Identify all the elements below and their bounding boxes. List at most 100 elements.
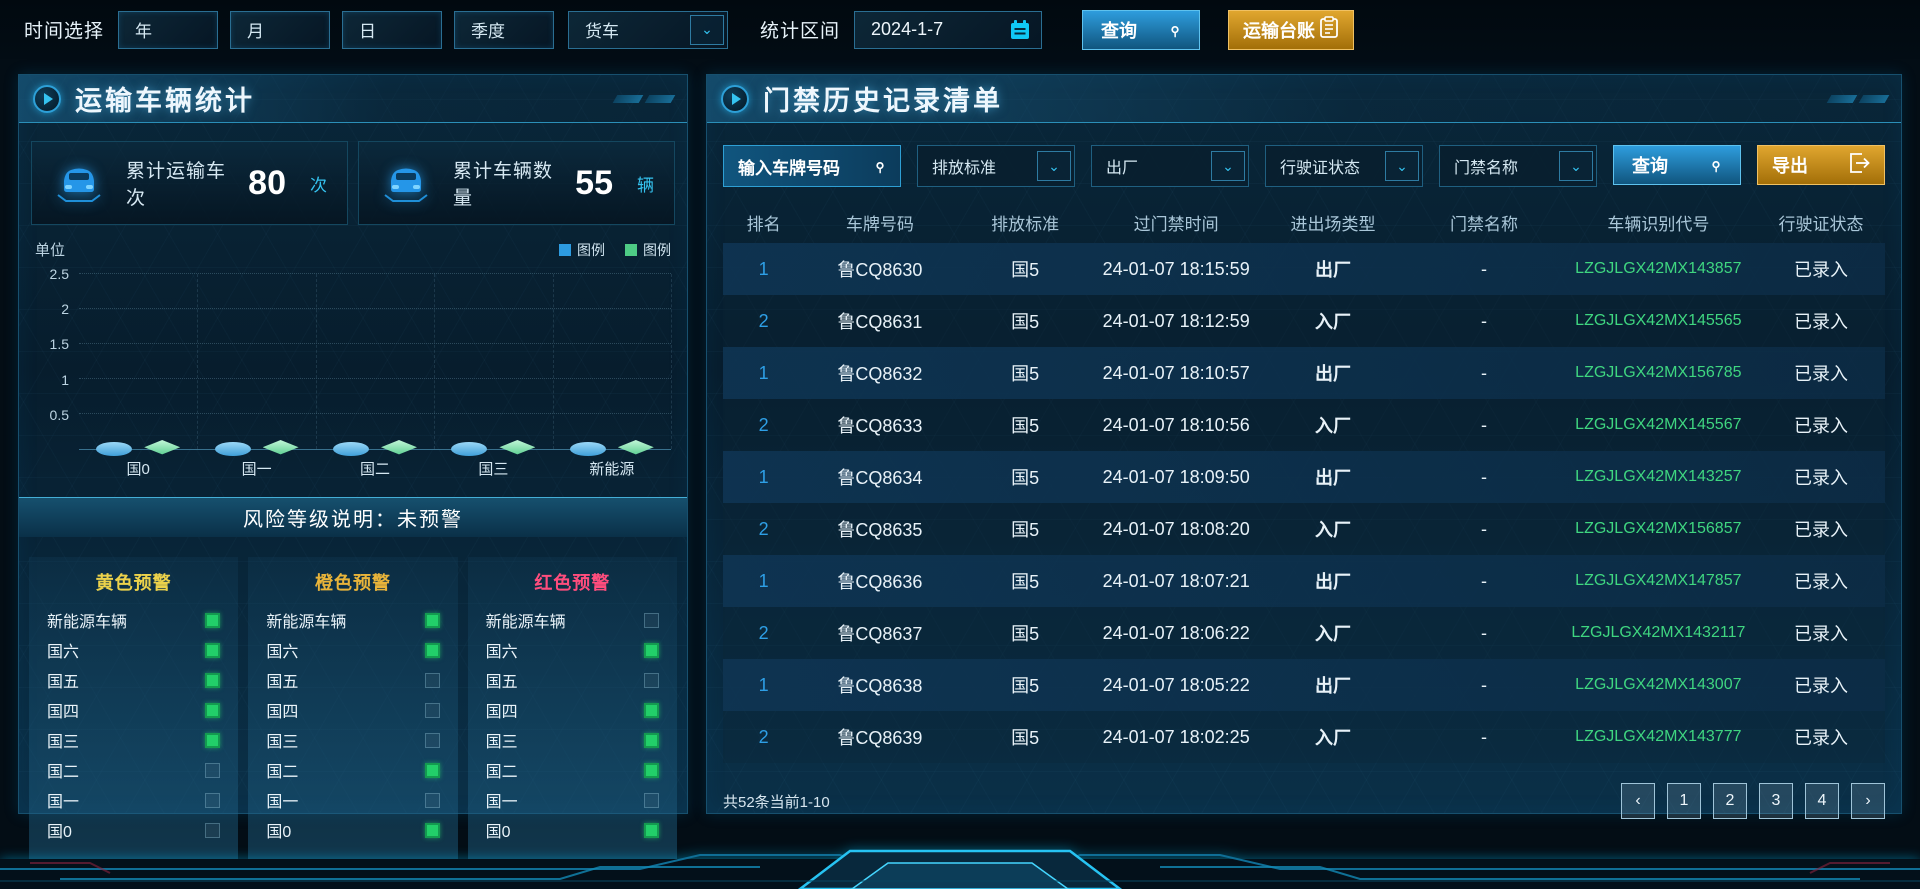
table-row[interactable]: 1 鲁CQ8638 国5 24-01-07 18:05:22 出厂 - LZGJLGX42M…	[723, 659, 1885, 711]
filter-query-button[interactable]: 查询 ⌕	[1613, 145, 1741, 185]
table-cell: LZGJLGX42MX156785	[1575, 364, 1742, 381]
warning-row: 国五	[266, 665, 440, 695]
filter-dropdown-排放标准[interactable]: 排放标准 ⌄	[917, 145, 1075, 187]
warning-checkbox[interactable]	[205, 822, 221, 838]
date-input[interactable]: 2024-1-7	[854, 10, 1043, 49]
table-cell: 已录入	[1794, 260, 1849, 280]
play-icon	[721, 84, 749, 113]
warning-checkbox[interactable]	[205, 642, 221, 658]
table-cell: 已录入	[1794, 728, 1849, 748]
period-button-月[interactable]: 月	[230, 10, 331, 49]
table-cell: 国5	[1011, 260, 1040, 280]
warning-column-title: 黄色预警	[95, 573, 172, 593]
pagination-page-3[interactable]: 3	[1759, 783, 1793, 819]
table-row[interactable]: 2 鲁CQ8631 国5 24-01-07 18:12:59 入厂 - LZGJLGX42M…	[723, 295, 1885, 347]
filter-dropdown-门禁名称[interactable]: 门禁名称 ⌄	[1439, 145, 1597, 187]
table-row[interactable]: 1 鲁CQ8630 国5 24-01-07 18:15:59 出厂 - LZGJLGX42M…	[723, 243, 1885, 295]
table-cell: LZGJLGX42MX145567	[1575, 416, 1742, 433]
pagination-page-4[interactable]: 4	[1805, 783, 1839, 819]
warning-checkbox[interactable]	[424, 792, 440, 808]
warning-checkbox[interactable]	[643, 762, 659, 778]
pagination-next-button[interactable]: ›	[1851, 783, 1885, 819]
warning-checkbox[interactable]	[424, 822, 440, 838]
warning-checkbox[interactable]	[424, 702, 440, 718]
warning-checkbox[interactable]	[643, 702, 659, 718]
vehicle-bar-chart: 单位 图例 图例 0.5 1 1.5 2 2.5 国0 国一 国二 国三 新能源	[35, 239, 672, 479]
table-row[interactable]: 2 鲁CQ8637 国5 24-01-07 18:06:22 入厂 - LZGJLGX42M…	[723, 607, 1885, 659]
column-header: 门禁名称	[1450, 214, 1519, 234]
table-cell: 国5	[1011, 520, 1040, 540]
export-button[interactable]: 导出	[1757, 145, 1885, 185]
y-tick-label: 2.5	[49, 266, 69, 282]
filter-dropdown-行驶证状态[interactable]: 行驶证状态 ⌄	[1265, 145, 1423, 187]
table-row[interactable]: 2 鲁CQ8635 国5 24-01-07 18:08:20 入厂 - LZGJLGX42M…	[723, 503, 1885, 555]
calendar-icon[interactable]	[1007, 17, 1033, 43]
warning-checkbox[interactable]	[205, 672, 221, 688]
table-row[interactable]: 2 鲁CQ8639 国5 24-01-07 18:02:25 入厂 - LZGJLGX42M…	[723, 711, 1885, 763]
warning-row: 国0	[47, 815, 221, 845]
vehicle-type-select[interactable]: 货车 ⌄	[568, 10, 729, 49]
table-row[interactable]: 1 鲁CQ8636 国5 24-01-07 18:07:21 出厂 - LZGJLGX42M…	[723, 555, 1885, 607]
filter-bar: 输入车牌号码 ⌕ 排放标准 ⌄ 出厂 ⌄ 行驶证状态 ⌄ 门禁名称 ⌄ 查询 ⌕ 导出	[723, 145, 1885, 187]
transport-ledger-button[interactable]: 运输台账	[1228, 9, 1355, 50]
period-button-日[interactable]: 日	[342, 10, 443, 49]
warning-row: 国三	[266, 725, 440, 755]
warning-checkbox[interactable]	[643, 612, 659, 628]
table-cell: LZGJLGX42MX143007	[1575, 676, 1742, 693]
pagination-buttons: ‹ 1 2 3 4 ›	[1621, 783, 1885, 819]
table-cell: -	[1481, 310, 1488, 331]
table-row[interactable]: 1 鲁CQ8634 国5 24-01-07 18:09:50 出厂 - LZGJLGX42M…	[723, 451, 1885, 503]
pagination-page-2[interactable]: 2	[1713, 783, 1747, 819]
left-panel-header: 运输车辆统计	[19, 75, 687, 123]
warning-checkbox[interactable]	[424, 612, 440, 628]
plate-search-input[interactable]: 输入车牌号码 ⌕	[723, 145, 901, 187]
warning-checkbox[interactable]	[424, 762, 440, 778]
period-button-季度[interactable]: 季度	[454, 10, 555, 49]
warning-row: 国0	[266, 815, 440, 845]
warning-checkbox[interactable]	[205, 762, 221, 778]
warning-checkbox[interactable]	[643, 672, 659, 688]
warning-row-label: 国二	[47, 764, 80, 781]
warning-checkbox[interactable]	[424, 642, 440, 658]
warning-row-label: 国五	[485, 674, 518, 691]
warning-row: 国四	[266, 695, 440, 725]
filter-dropdown-出厂[interactable]: 出厂 ⌄	[1091, 145, 1249, 187]
y-tick-label: 2	[61, 301, 69, 318]
table-cell: 鲁CQ8637	[837, 624, 923, 644]
table-row[interactable]: 2 鲁CQ8633 国5 24-01-07 18:10:56 入厂 - LZGJLGX42M…	[723, 399, 1885, 451]
pagination-page-1[interactable]: 1	[1667, 783, 1701, 819]
stat-label: 累计车辆数量	[453, 161, 554, 209]
warning-row: 国三	[486, 725, 659, 755]
table-cell: LZGJLGX42MX147857	[1575, 572, 1742, 589]
query-button[interactable]: 查询 ⌕	[1082, 9, 1201, 50]
pagination-prev-button[interactable]: ‹	[1621, 783, 1655, 819]
right-panel-header: 门禁历史记录清单	[707, 75, 1901, 123]
x-tick-label: 新能源	[589, 461, 635, 478]
warning-checkbox[interactable]	[205, 732, 221, 748]
table-row[interactable]: 1 鲁CQ8632 国5 24-01-07 18:10:57 出厂 - LZGJLGX42M…	[723, 347, 1885, 399]
warning-checkbox[interactable]	[424, 732, 440, 748]
warning-checkbox[interactable]	[205, 612, 221, 628]
column-header: 行驶证状态	[1778, 214, 1864, 234]
v-gridline	[434, 274, 436, 449]
warning-checkbox[interactable]	[643, 792, 659, 808]
search-icon: ⌕	[1705, 153, 1728, 176]
warning-column-黄色预警: 黄色预警 新能源车辆 国六 国五 国四 国三 国二 国一 国0	[29, 557, 239, 859]
warning-checkbox[interactable]	[643, 732, 659, 748]
table-cell: 1	[758, 466, 769, 487]
warning-checkbox[interactable]	[643, 642, 659, 658]
warning-checkbox[interactable]	[643, 822, 659, 838]
table-cell: -	[1481, 622, 1488, 643]
period-button-年[interactable]: 年	[118, 10, 219, 49]
table-cell: 24-01-07 18:10:56	[1102, 414, 1250, 435]
warning-row-label: 国六	[485, 644, 518, 661]
table-cell: 国5	[1011, 312, 1040, 332]
warning-checkbox[interactable]	[424, 672, 440, 688]
warning-checkbox[interactable]	[205, 702, 221, 718]
export-label: 导出	[1772, 156, 1808, 176]
warning-row: 国一	[486, 785, 659, 815]
warning-checkbox[interactable]	[205, 792, 221, 808]
warning-row-label: 国一	[485, 794, 518, 811]
table-cell: 鲁CQ8639	[837, 728, 923, 748]
table-cell: 2	[758, 726, 769, 747]
